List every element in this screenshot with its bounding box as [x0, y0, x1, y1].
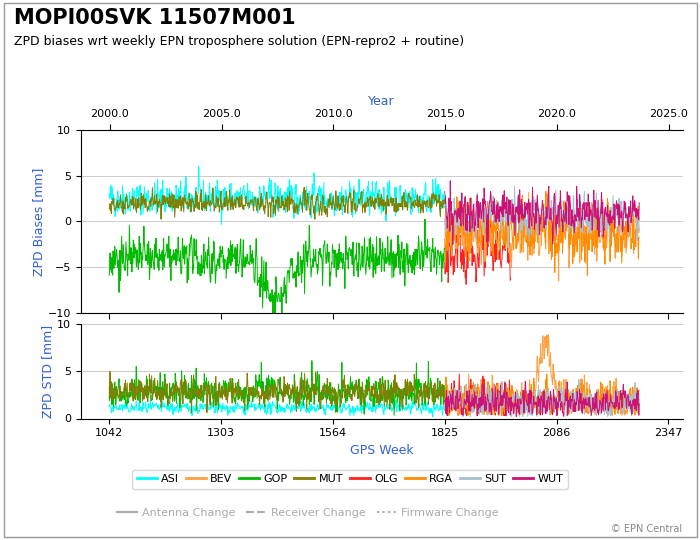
X-axis label: GPS Week: GPS Week [350, 444, 413, 457]
Text: ZPD biases wrt weekly EPN troposphere solution (EPN-repro2 + routine): ZPD biases wrt weekly EPN troposphere so… [14, 35, 464, 48]
Legend: ASI, BEV, GOP, MUT, OLG, RGA, SUT, WUT: ASI, BEV, GOP, MUT, OLG, RGA, SUT, WUT [132, 470, 568, 489]
X-axis label: Year: Year [368, 95, 395, 108]
Legend: Antenna Change, Receiver Change, Firmware Change: Antenna Change, Receiver Change, Firmwar… [113, 504, 503, 523]
Y-axis label: ZPD STD [mm]: ZPD STD [mm] [41, 325, 54, 418]
Text: © EPN Central: © EPN Central [611, 523, 682, 534]
Text: MOPI00SVK 11507M001: MOPI00SVK 11507M001 [14, 8, 295, 28]
Y-axis label: ZPD Biases [mm]: ZPD Biases [mm] [32, 167, 45, 275]
